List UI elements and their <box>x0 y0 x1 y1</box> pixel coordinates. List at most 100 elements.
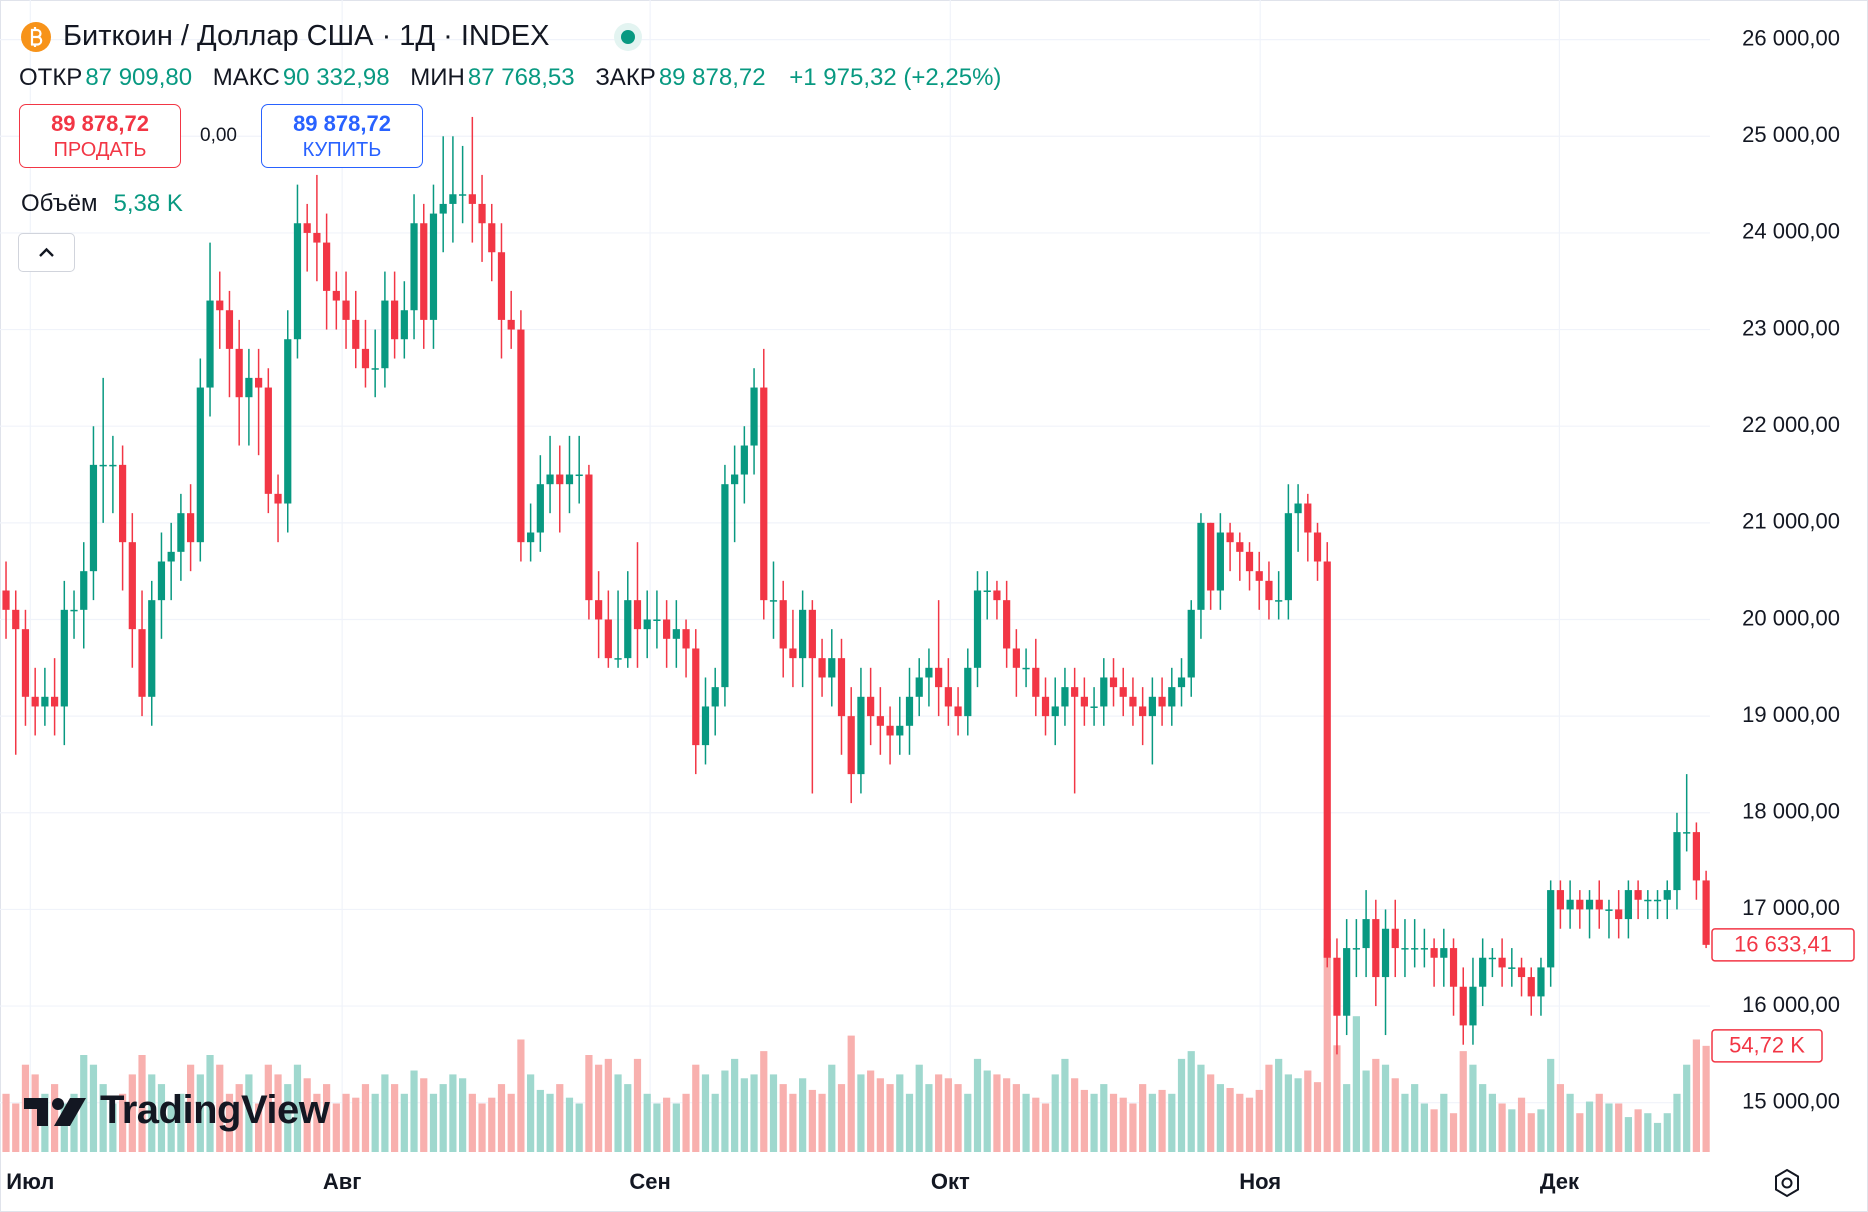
candle-body <box>944 687 952 707</box>
candle-body <box>128 542 136 630</box>
candle-body <box>196 387 204 543</box>
ohlc-label: ЗАКР <box>595 64 656 91</box>
volume-bar <box>721 1070 729 1152</box>
candle-body <box>779 600 787 649</box>
candle-body <box>1615 909 1623 920</box>
settings-button[interactable] <box>1767 1163 1807 1203</box>
coin-glyph <box>30 27 43 47</box>
settings-hole <box>1781 1177 1793 1189</box>
volume-bar <box>672 1103 680 1152</box>
candle-body <box>478 203 486 224</box>
volume-bar <box>1683 1064 1691 1152</box>
volume-bar <box>1236 1093 1244 1152</box>
volume-bar <box>1644 1113 1652 1152</box>
candle-body <box>799 609 807 659</box>
volume-bar <box>206 1055 214 1152</box>
volume-bar <box>313 1093 321 1152</box>
settings-hex <box>1775 1168 1799 1198</box>
volume-bar <box>643 1093 651 1152</box>
candle-body <box>808 609 816 659</box>
volume-bar <box>818 1093 826 1152</box>
candle-body <box>274 493 282 504</box>
y-tick-label: 25 000,00 <box>1742 122 1840 147</box>
candle-body <box>255 377 263 388</box>
candle-body <box>371 368 379 370</box>
candle-body <box>449 194 457 204</box>
candle-body <box>391 300 399 340</box>
y-tick-label: 18 000,00 <box>1742 799 1840 824</box>
volume-bar <box>148 1074 156 1152</box>
candle-body <box>1653 899 1662 902</box>
status-dot <box>614 23 642 51</box>
volume-bar <box>1323 938 1331 1152</box>
logo-mark <box>24 1098 86 1126</box>
candle-body <box>692 648 700 746</box>
volume-bar <box>1284 1074 1292 1152</box>
collapse-button[interactable] <box>18 233 75 272</box>
candle-body <box>1692 832 1700 881</box>
volume-bar <box>546 1093 554 1152</box>
chevron-line <box>39 247 54 257</box>
volume-bar <box>1051 1074 1059 1152</box>
candle-body <box>1216 532 1224 591</box>
candle-body <box>119 464 127 543</box>
volume-bar <box>468 1093 476 1152</box>
volume-bar <box>857 1074 865 1152</box>
volume-bar <box>235 1084 243 1152</box>
volume-bar <box>847 1035 855 1152</box>
candle-body <box>1498 957 1506 968</box>
candle-body <box>1595 899 1603 910</box>
y-tick-label: 16 000,00 <box>1742 992 1840 1017</box>
candle-body <box>740 445 748 475</box>
candle-body <box>1109 677 1118 688</box>
sell-button[interactable]: 89 878,72 ПРОДАТЬ <box>19 104 181 168</box>
volume-bar <box>361 1084 370 1152</box>
volume-bar <box>915 1064 923 1152</box>
volume-bar <box>371 1093 379 1152</box>
volume-bar <box>527 1074 535 1152</box>
volume-bar <box>701 1074 710 1152</box>
volume-bar <box>303 1078 311 1152</box>
coin-icon <box>21 22 51 52</box>
volume-bar <box>50 1084 59 1152</box>
candle-body <box>682 629 690 649</box>
volume-bar <box>245 1074 253 1152</box>
x-tick-label: Дек <box>1540 1169 1580 1194</box>
candle-body <box>109 464 117 467</box>
volume-bar <box>1294 1078 1302 1152</box>
y-tick-label: 21 000,00 <box>1742 509 1840 534</box>
candle-body <box>575 474 583 477</box>
candle-body <box>1362 919 1370 949</box>
candle-body <box>750 387 758 446</box>
volume-bar <box>1119 1097 1127 1152</box>
volume-bar <box>274 1074 282 1152</box>
volume-bar <box>556 1084 564 1152</box>
x-tick-label: Сен <box>629 1169 670 1194</box>
candle-body <box>1284 513 1292 601</box>
candle-body <box>1197 522 1205 610</box>
candle-body <box>50 696 59 707</box>
candle-body <box>1041 696 1050 717</box>
candle-body <box>731 474 739 485</box>
candle-body <box>187 513 195 543</box>
volume-bar <box>614 1074 622 1152</box>
volume-bar <box>225 1093 234 1152</box>
volume-bar <box>983 1070 991 1152</box>
volume-bar <box>1265 1064 1273 1152</box>
candle-body <box>1177 677 1186 688</box>
volume-bar <box>1187 1051 1195 1152</box>
volume-bar <box>2 1093 10 1152</box>
candle-body <box>760 387 768 601</box>
volume-bar <box>1207 1074 1215 1152</box>
candle-body <box>1624 890 1632 920</box>
volume-bar <box>89 1064 98 1152</box>
volume-bar <box>1343 1084 1351 1152</box>
candle-body <box>1556 890 1564 910</box>
y-tick-label: 17 000,00 <box>1742 895 1840 920</box>
volume-bar <box>1304 1070 1312 1152</box>
candle-body <box>21 629 30 697</box>
buy-button[interactable]: 89 878,72 КУПИТЬ <box>261 104 423 168</box>
volume-bar <box>896 1074 904 1152</box>
volume-bar <box>264 1064 272 1152</box>
